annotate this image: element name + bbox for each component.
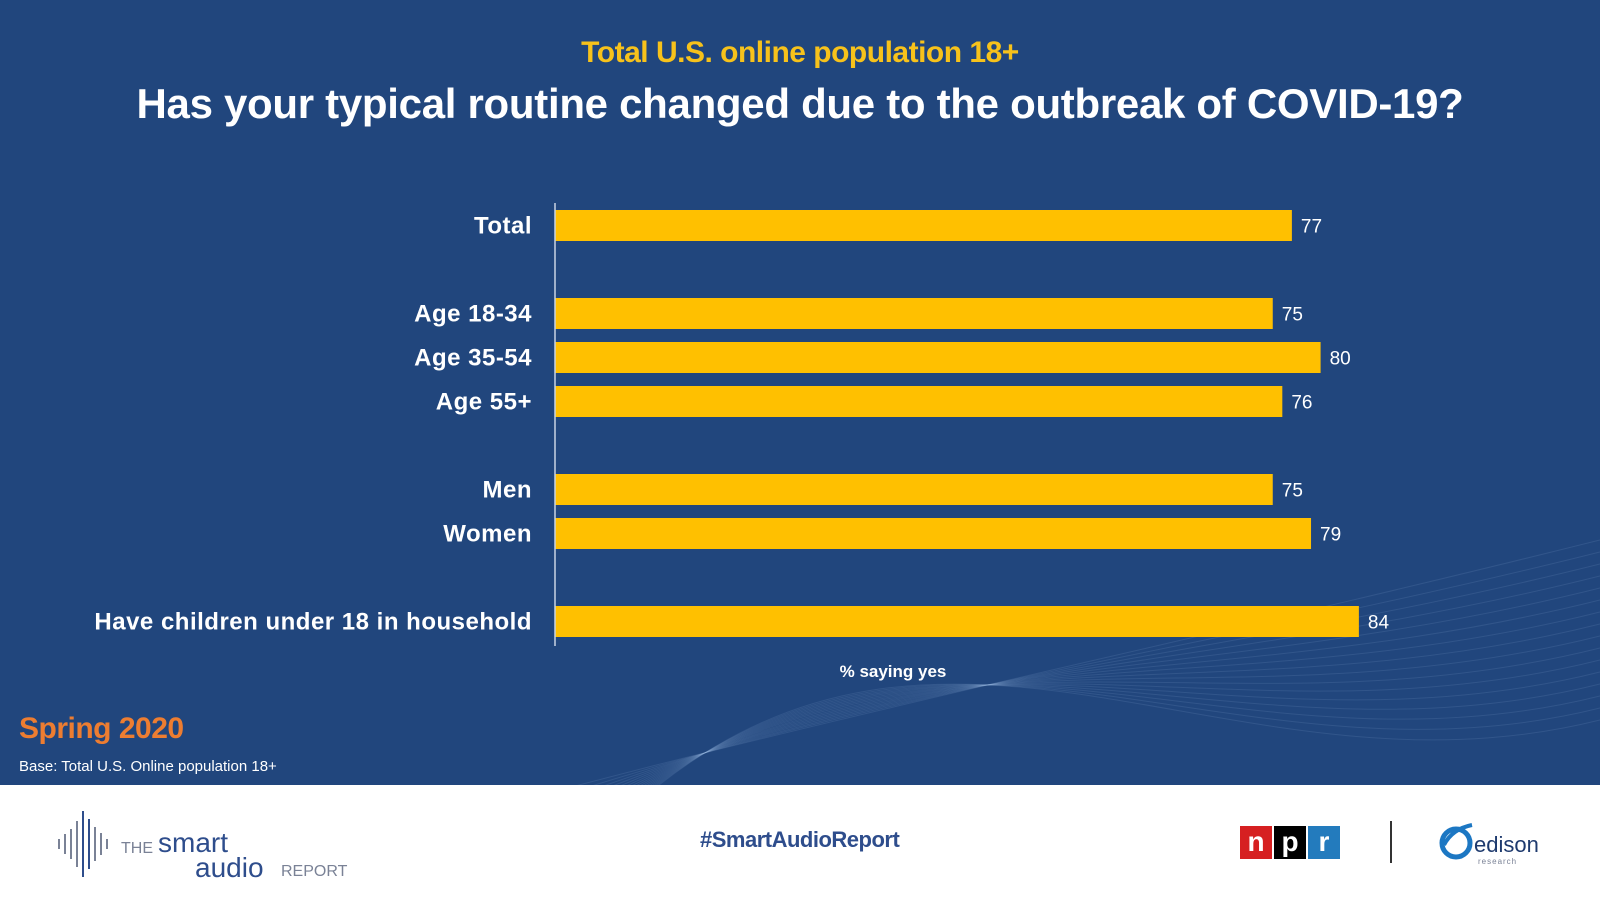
bar-chart: Total 77 Age 18-34 75 Age 35-54 80 Age 55+ 76 Me… [94,203,1390,681]
category-label: Have children under 18 in household [94,609,532,636]
bar [555,210,1292,241]
bar [555,518,1312,549]
category-label: Men [483,477,533,504]
wave-line [652,683,1600,785]
category-label: Age 18-34 [414,301,532,328]
value-label: 77 [1301,217,1322,238]
base-note: Base: Total U.S. Online population 18+ [19,758,277,775]
season-label: Spring 2020 [19,712,184,745]
wave-line [636,623,1600,785]
logo-smart-text: smart [158,827,228,858]
logo-report-text: REPORT [281,863,348,879]
logo-the-text: THE [121,840,153,857]
wave-line [613,575,1600,785]
category-label: Age 55+ [436,389,532,416]
wave-line [627,599,1600,785]
chart-title: Has your typical routine changed due to … [136,80,1464,127]
bar [555,298,1273,329]
wave-line [621,587,1600,785]
edison-research-logo: edison research [1439,823,1539,866]
edison-sub-text: research [1478,857,1517,866]
bar [555,606,1359,637]
category-label: Age 35-54 [414,345,532,372]
npr-logo: n p r [1240,826,1340,859]
wave-line [632,611,1600,785]
decorative-waves [577,539,1600,785]
bar [555,474,1273,505]
value-label: 80 [1330,349,1351,370]
chart-subtitle: Total U.S. online population 18+ [581,36,1019,69]
logo-divider [1390,821,1392,863]
value-label: 84 [1368,613,1390,634]
wave-line [640,635,1600,785]
hashtag-label: #SmartAudioReport [700,827,900,852]
wave-line [649,671,1600,785]
edison-swirl-icon [1439,823,1473,860]
npr-letter-r: r [1308,826,1340,859]
npr-letter-p: p [1274,826,1306,859]
value-label: 75 [1282,305,1303,326]
wave-line [646,659,1600,785]
sound-wave-icon [58,811,108,877]
wave-line [593,551,1600,785]
wave-line [658,683,1600,785]
smart-audio-report-logo: THE smart audio REPORT [58,811,348,879]
value-label: 76 [1291,393,1312,414]
npr-letter-n: n [1240,826,1272,859]
bar [555,386,1283,417]
wave-line [643,647,1600,785]
value-label: 79 [1320,525,1341,546]
category-label: Women [443,521,532,548]
wave-line [656,683,1600,785]
wave-line [577,539,1600,785]
bar [555,342,1321,373]
value-label: 75 [1282,481,1303,502]
slide-background: Total U.S. online population 18+ Has you… [0,0,1600,785]
category-label: Total [474,213,532,240]
logo-audio-text: audio [195,852,264,879]
edison-name-text: edison [1474,832,1539,857]
wave-line [654,684,1600,785]
x-axis-label: % saying yes [840,662,947,681]
wave-line [604,563,1600,785]
footer-bar: THE smart audio REPORT #SmartAudioReport… [0,785,1600,900]
